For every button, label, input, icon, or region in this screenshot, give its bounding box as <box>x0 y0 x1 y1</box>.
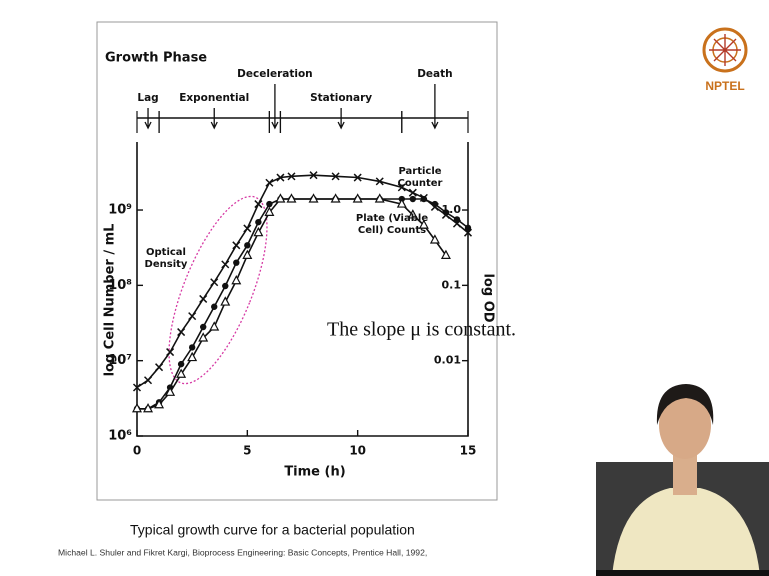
chart-title: Growth Phase <box>105 51 207 66</box>
marker <box>432 201 438 207</box>
caption: Typical growth curve for a bacterial pop… <box>130 522 415 538</box>
y-tick-label: 10⁸ <box>108 278 132 293</box>
y-tick-label: 10⁷ <box>108 353 132 368</box>
marker <box>211 304 217 310</box>
slide: Growth Phase The slope μ is constant. Ti… <box>0 0 769 576</box>
marker <box>178 361 184 367</box>
phase-label: Exponential <box>179 92 249 104</box>
x-tick-label: 5 <box>243 444 251 458</box>
y2-tick-label: 0.1 <box>442 278 462 291</box>
y-tick-label: 10⁶ <box>108 429 132 444</box>
marker <box>233 259 239 265</box>
marker <box>266 201 272 207</box>
y2-tick-label: 0.01 <box>434 354 461 367</box>
marker <box>255 219 261 225</box>
marker <box>200 324 206 330</box>
x-tick-label: 15 <box>460 444 477 458</box>
logo-text: NPTEL <box>705 79 744 93</box>
video-edge <box>596 570 769 576</box>
x-axis-title: Time (h) <box>284 465 345 480</box>
phase-label: Death <box>417 68 452 80</box>
marker <box>465 225 471 231</box>
marker <box>410 196 416 202</box>
marker <box>244 242 250 248</box>
marker <box>222 283 228 289</box>
marker <box>443 209 449 215</box>
marker <box>454 216 460 222</box>
series-annotation: Optical Density <box>140 247 192 271</box>
series-annotation: Plate (Viable Cell) Counts <box>348 213 436 237</box>
presenter-neck <box>673 455 697 495</box>
phase-label: Stationary <box>310 92 372 104</box>
citation: Michael L. Shuler and Fikret Kargi, Biop… <box>58 547 427 557</box>
x-tick-label: 0 <box>133 444 141 458</box>
phase-label: Lag <box>137 92 158 104</box>
marker <box>421 196 427 202</box>
chart: Growth Phase The slope μ is constant. Ti… <box>0 0 769 576</box>
y2-axis-title: log OD <box>481 273 496 322</box>
phase-label: Deceleration <box>237 68 312 80</box>
x-tick-label: 10 <box>349 444 366 458</box>
y-tick-label: 10⁹ <box>108 203 132 218</box>
series-annotation: Particle Counter <box>390 166 450 190</box>
marker <box>189 344 195 350</box>
